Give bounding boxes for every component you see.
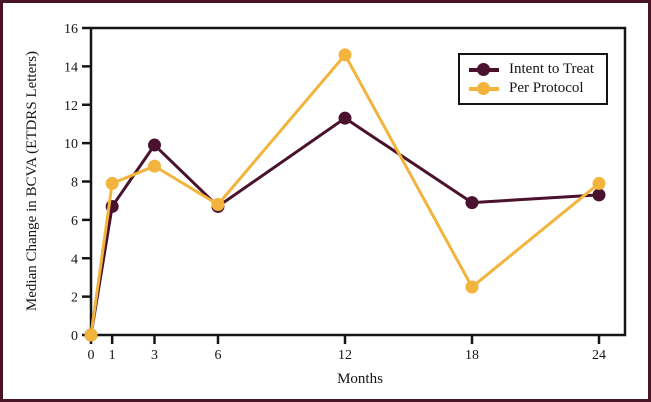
x-axis-title: Months [337, 371, 383, 387]
legend-item-per-protocol: Per Protocol [469, 81, 606, 96]
data-point [148, 138, 161, 152]
x-tick-label: 12 [338, 348, 352, 363]
x-tick-label: 1 [109, 348, 116, 363]
y-axis-title: Median Change in BCVA (ETDRS Letters) [24, 51, 40, 311]
legend-label-per-protocol: Per Protocol [509, 80, 584, 96]
series-line-0 [89, 116, 600, 336]
legend-label-intent-to-treat: Intent to Treat [509, 61, 594, 77]
data-point [211, 198, 225, 212]
x-tick-label: 18 [465, 348, 479, 363]
data-point [338, 111, 352, 125]
line-marker-icon [469, 82, 499, 95]
data-point [465, 196, 479, 210]
legend-item-intent-to-treat: Intent to Treat [469, 62, 606, 77]
data-point [592, 188, 606, 202]
line-marker-icon [469, 63, 499, 76]
x-tick-label: 0 [88, 348, 95, 363]
y-tick-label: 2 [71, 291, 78, 306]
y-tick-label: 0 [71, 329, 78, 344]
data-point [105, 176, 119, 190]
y-tick-label: 10 [64, 137, 78, 152]
y-tick-label: 12 [64, 99, 78, 114]
y-tick-label: 8 [71, 176, 78, 191]
data-point [338, 48, 352, 62]
y-tick-label: 6 [71, 214, 78, 229]
data-point [592, 176, 606, 190]
y-tick-label: 14 [64, 60, 78, 75]
y-tick-label: 4 [71, 252, 78, 267]
legend: Intent to Treat Per Protocol [458, 53, 608, 105]
plot-border [89, 26, 627, 337]
x-tick-label: 6 [215, 348, 222, 363]
y-tick-label: 16 [64, 22, 78, 37]
data-point [465, 280, 479, 294]
x-tick-label: 3 [151, 348, 158, 363]
data-point [84, 328, 98, 342]
x-tick-label: 24 [592, 348, 606, 363]
data-point [148, 159, 161, 173]
